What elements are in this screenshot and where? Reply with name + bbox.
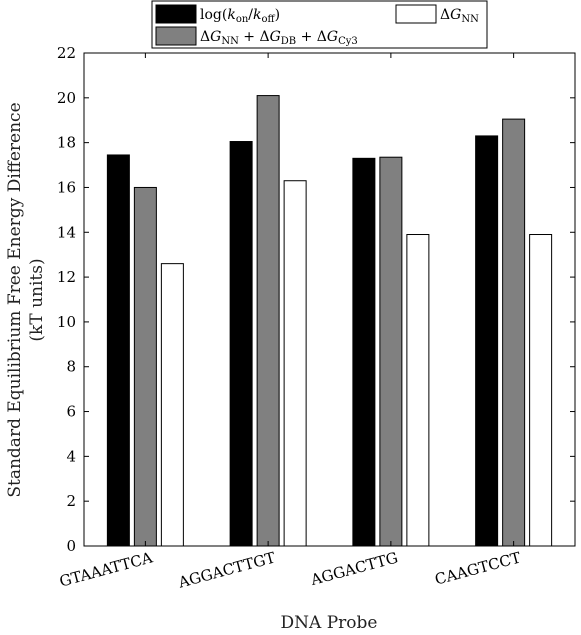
y-tick-label: 4	[66, 447, 76, 465]
y-tick-label: 2	[66, 492, 76, 510]
bar-series-3-aggacttgt	[283, 180, 307, 547]
y-tick-label: 0	[66, 537, 76, 555]
y-axis: 0 2 4 6 8 10 12 14 16 18 20 22	[57, 44, 575, 555]
y-tick-label: 18	[57, 134, 76, 152]
x-tick-label: AGGACTTGT	[176, 548, 278, 591]
y-tick-label: 10	[57, 313, 76, 331]
y-tick-label: 16	[57, 178, 76, 196]
bar-series-2-gtaaattca	[133, 186, 157, 547]
x-tick-label: CAAGTCCT	[433, 548, 523, 588]
bar-series-3-gtaaattca	[160, 263, 184, 547]
y-tick-label: 20	[57, 89, 76, 107]
bar-series-3-aggacttg	[406, 234, 430, 547]
bar-series-2-caagtcct	[502, 118, 526, 547]
bar-series-1-gtaaattca	[106, 154, 130, 547]
y-axis-title-line-2: (kT units)	[27, 258, 47, 341]
y-tick-label: 12	[57, 268, 76, 286]
y-tick-label: 14	[57, 223, 76, 241]
legend-swatch-series-2	[155, 26, 197, 46]
y-axis-title: Standard Equilibrium Free Energy Differe…	[5, 102, 47, 497]
y-tick-label: 22	[57, 44, 76, 62]
x-tick-label: AGGACTTG	[308, 548, 400, 589]
y-tick-label: 8	[66, 358, 76, 376]
x-axis-title: DNA Probe	[281, 613, 378, 633]
bar-series-1-aggacttg	[352, 157, 376, 547]
bar-series-2-aggacttgt	[256, 95, 280, 547]
bar-series-1-caagtcct	[475, 135, 499, 547]
legend-swatch-series-3	[395, 4, 437, 24]
legend-label-series-2: ΔGNN + ΔGDB + ΔGCy3	[200, 29, 358, 47]
legend-label-series-1: log(kon/koff)	[200, 7, 280, 25]
bar-series-3-caagtcct	[529, 234, 553, 547]
bar-series-1-aggacttgt	[229, 141, 253, 547]
legend-swatch-series-1	[155, 4, 197, 24]
y-axis-title-line-1: Standard Equilibrium Free Energy Differe…	[5, 102, 25, 497]
bar-series-2-aggacttg	[379, 156, 403, 547]
y-tick-label: 6	[66, 403, 76, 421]
bars-group	[106, 95, 553, 547]
plot-area	[83, 52, 576, 547]
legend: log(kon/koff) ΔGNN ΔGNN + ΔGDB + ΔGCy3	[151, 0, 488, 49]
